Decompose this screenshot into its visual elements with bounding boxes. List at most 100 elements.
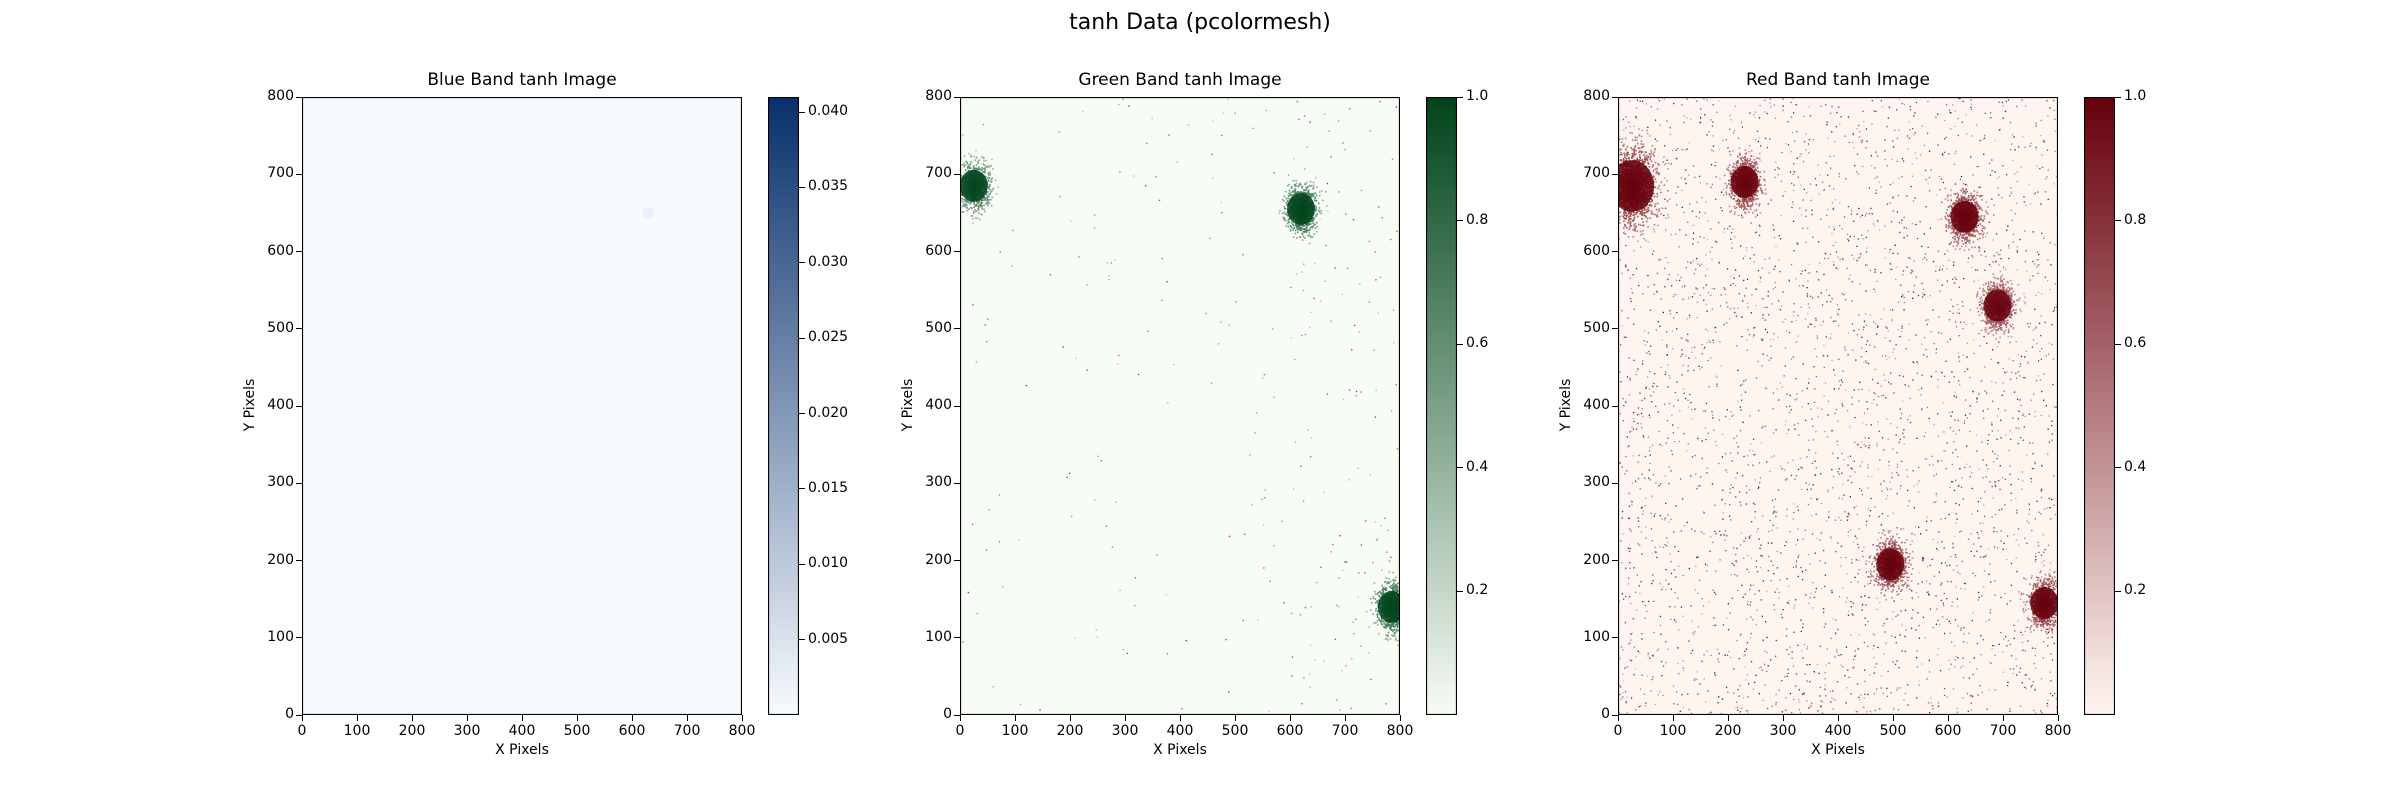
green-hotspot-speck [1382, 588, 1385, 591]
green-speck [1273, 172, 1275, 174]
green-speck [1146, 142, 1148, 144]
green-hotspot-speck [1309, 180, 1312, 183]
green-speck [1341, 669, 1343, 672]
green-speck [1330, 156, 1332, 158]
red-speck [1703, 654, 1705, 656]
green-hotspot-speck [977, 204, 979, 207]
green-hotspot-speck [1305, 231, 1308, 234]
green-hotspot-speck [1389, 580, 1392, 583]
green-speck [1299, 614, 1302, 616]
green-hotspot-speck [1395, 576, 1397, 579]
green-hotspot-speck [1315, 194, 1318, 197]
green-hotspot-speck [1308, 235, 1311, 237]
green-hotspot-speck [1297, 190, 1299, 193]
red-speck [1957, 571, 1959, 573]
red-speck [1790, 358, 1793, 360]
green-speck [1358, 331, 1360, 333]
blue-y-tick-mark [296, 405, 302, 407]
green-hotspot-speck [968, 152, 970, 155]
green-speck [1074, 637, 1076, 639]
red-speck [1870, 207, 1872, 209]
green-hotspot-speck [1314, 200, 1317, 202]
red-speck [1754, 593, 1756, 595]
green-hotspot-speck [1395, 587, 1397, 589]
green-hotspot-speck [974, 204, 976, 207]
green-hotspot-speck [1308, 185, 1311, 187]
green-hotspot-speck [990, 178, 993, 180]
green-hotspot-speck [1384, 627, 1386, 629]
green-hotspot-speck [1288, 183, 1290, 186]
red-speck [1651, 195, 1654, 197]
green-x-tick-label: 700 [1331, 723, 1359, 739]
green-hotspot-speck [1301, 239, 1304, 241]
red-speck [1703, 511, 1705, 513]
green-hotspot-speck [1381, 592, 1384, 594]
red-speck [1662, 586, 1664, 588]
green-hotspot-speck [1392, 635, 1394, 637]
green-hotspot-speck [1318, 202, 1320, 205]
green-speck [1094, 214, 1096, 216]
green-hotspot-speck [1304, 229, 1307, 231]
red-speck [1731, 460, 1733, 462]
green-hotspot-speck [1372, 597, 1375, 600]
green-speck [1252, 127, 1254, 129]
green-speck [1306, 146, 1308, 148]
green-speck [1161, 258, 1163, 260]
green-hotspot-speck [986, 177, 989, 179]
red-speck [1927, 132, 1929, 134]
green-speck [1132, 175, 1135, 177]
red-speck [1846, 597, 1848, 599]
green-speck [1176, 161, 1178, 163]
green-hotspot-speck [1311, 217, 1314, 220]
green-hotspot-speck [983, 167, 985, 170]
green-speck [1093, 227, 1096, 229]
red-speck [1884, 150, 1886, 152]
green-speck [1228, 691, 1230, 693]
green-hotspot-speck [1297, 231, 1299, 234]
red-speck [1926, 458, 1928, 460]
green-hotspot-speck [974, 209, 976, 211]
red-speck [2016, 398, 2019, 400]
red-speck [1887, 438, 1889, 440]
green-speck [1339, 709, 1341, 711]
green-speck [1290, 612, 1293, 614]
red-speck [1990, 117, 1992, 119]
red-speck [1707, 359, 1709, 362]
red-speck [1896, 160, 1898, 163]
green-hotspot-speck [1299, 224, 1302, 227]
green-speck [1235, 301, 1237, 303]
green-speck [998, 494, 1001, 496]
red-plot-background [1618, 97, 2058, 715]
green-speck [1209, 237, 1211, 240]
red-speck [1687, 365, 1689, 367]
green-x-tick-mark [1344, 715, 1346, 721]
red-speck [1880, 385, 1882, 387]
red-speck [1673, 441, 1675, 443]
red-speck [1790, 101, 1792, 104]
red-speck [1793, 250, 1795, 252]
green-hotspot-speck [981, 208, 983, 210]
blue-y-tick-mark [296, 251, 302, 252]
green-speck [1263, 567, 1265, 569]
red-speck [1916, 697, 1918, 699]
green-hotspot-speck [990, 165, 992, 167]
red-speck [1865, 524, 1867, 526]
red-speck [2047, 583, 2050, 585]
green-speck [1338, 577, 1340, 579]
green-hotspot-speck [963, 165, 965, 168]
green-x-tick-label: 800 [1386, 723, 1414, 739]
green-speck [1355, 390, 1358, 393]
red-speck [1638, 525, 1640, 528]
red-speck [1814, 591, 1817, 593]
red-speck [1623, 227, 1625, 229]
red-speck [2014, 213, 2017, 215]
green-speck [1319, 218, 1321, 220]
green-x-tick-mark [1014, 715, 1016, 721]
green-hotspot-speck [1383, 625, 1385, 628]
red-speck [1793, 311, 1795, 313]
green-hotspot-speck [1311, 194, 1314, 196]
red-speck [1965, 188, 1967, 190]
green-hotspot-speck [1315, 230, 1318, 233]
green-hotspot-speck [1283, 218, 1286, 221]
red-speck [1877, 539, 1879, 541]
